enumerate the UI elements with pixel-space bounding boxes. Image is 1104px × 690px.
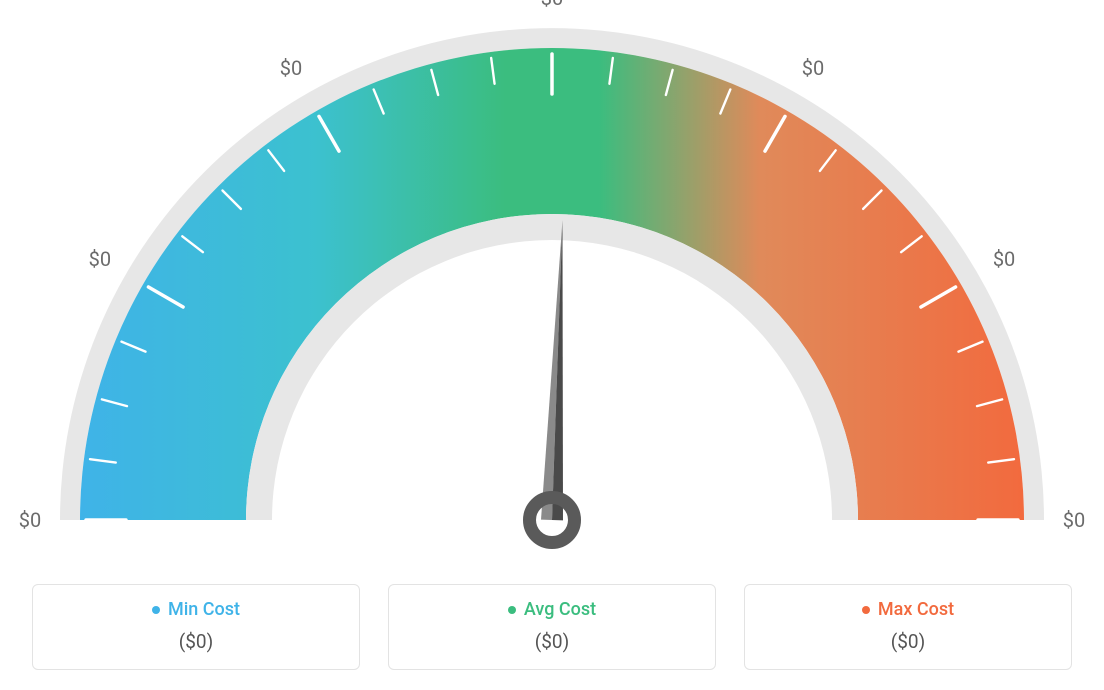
gauge-tick-label: $0 [1063, 508, 1085, 532]
gauge-tick-label: $0 [993, 247, 1015, 271]
legend-dot-max [862, 606, 870, 614]
legend-card-avg: Avg Cost ($0) [388, 584, 716, 671]
gauge-tick-label: $0 [541, 0, 563, 10]
legend-card-max: Max Cost ($0) [744, 584, 1072, 671]
gauge-tick-label: $0 [89, 247, 111, 271]
legend-title-min: Min Cost [152, 599, 240, 620]
legend-title-max: Max Cost [862, 599, 954, 620]
gauge-tick-label: $0 [280, 56, 302, 80]
legend-title-avg: Avg Cost [508, 599, 596, 620]
gauge-tick-label: $0 [19, 508, 41, 532]
gauge-tick-label: $0 [802, 56, 824, 80]
legend-label-avg: Avg Cost [524, 599, 596, 620]
legend-card-min: Min Cost ($0) [32, 584, 360, 671]
legend-row: Min Cost ($0) Avg Cost ($0) Max Cost ($0… [32, 584, 1072, 671]
legend-dot-min [152, 606, 160, 614]
legend-value-avg: ($0) [401, 630, 703, 653]
gauge-svg [0, 0, 1104, 560]
legend-label-max: Max Cost [878, 599, 954, 620]
legend-value-min: ($0) [45, 630, 347, 653]
legend-label-min: Min Cost [168, 599, 240, 620]
gauge-chart: $0 $0 $0 $0 $0 $0 $0 [0, 0, 1104, 560]
legend-value-max: ($0) [757, 630, 1059, 653]
legend-dot-avg [508, 606, 516, 614]
